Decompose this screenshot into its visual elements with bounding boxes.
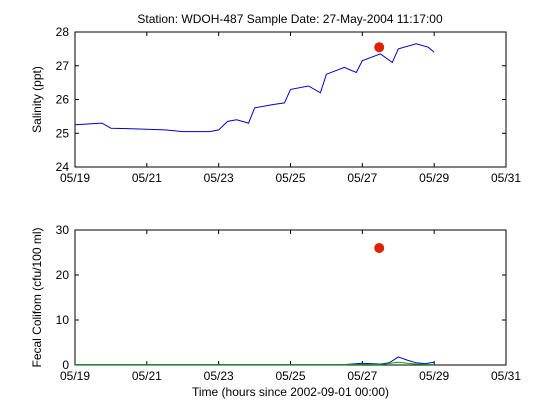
series-line-2 [75,361,435,366]
y-tick-label: 10 [56,313,70,327]
x-tick-label: 05/27 [347,369,377,383]
x-tick-label: 05/21 [132,369,162,383]
x-tick-label: 05/19 [60,171,90,185]
x-axis-label: Time (hours since 2002-09-01 00:00) [192,385,389,399]
chart-title: Station: WDOH-487 Sample Date: 27-May-20… [137,12,443,26]
x-tick-label: 05/25 [275,369,305,383]
x-tick-label: 05/31 [491,171,521,185]
sample-point [374,42,385,53]
y-tick-label: 28 [56,25,70,39]
y-tick-label: 30 [56,223,70,237]
x-tick-label: 05/19 [60,369,90,383]
series-line-1 [74,43,435,133]
y-axis-label: Fecal Colifom (cfu/100 ml) [30,227,44,367]
y-tick-label: 27 [56,59,70,73]
x-tick-label: 05/23 [204,171,234,185]
y-tick-label: 0 [62,358,69,372]
sample-point [374,243,385,253]
y-tick-label: 24 [56,160,70,174]
x-tick-label: 05/21 [132,171,162,185]
series-line-1 [75,356,435,366]
x-tick-label: 05/29 [419,171,449,185]
y-tick-label: 20 [56,268,70,282]
plot-area-1 [74,31,507,168]
x-tick-label: 05/27 [347,171,377,185]
x-tick-label: 05/23 [204,369,234,383]
y-axis-label: Salinity (ppt) [30,66,44,133]
x-tick-label: 05/31 [491,369,521,383]
y-tick-label: 26 [56,93,70,107]
x-tick-label: 05/29 [419,369,449,383]
plot-area-2 [74,229,507,366]
y-tick-label: 25 [56,126,70,140]
x-tick-label: 05/25 [275,171,305,185]
